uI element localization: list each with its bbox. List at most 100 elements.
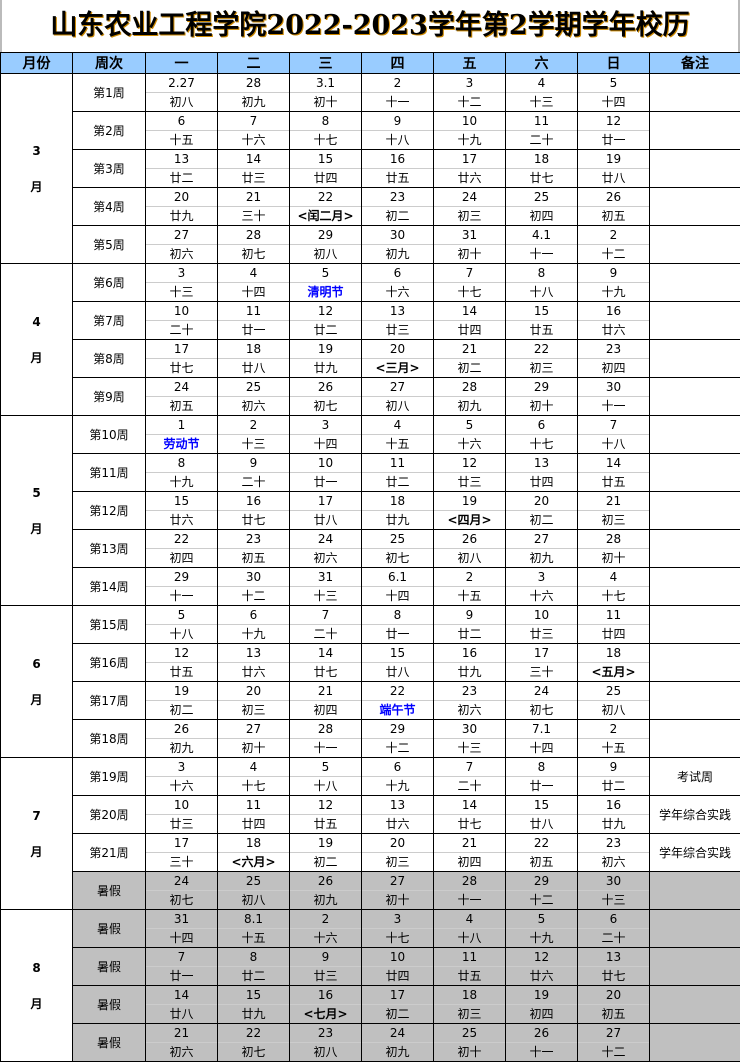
solar-date: 4 [434,910,505,929]
lunar-date: 初七 [146,891,217,909]
note-cell [650,910,740,948]
solar-date: 17 [290,492,361,511]
lunar-date: 十一 [146,587,217,605]
lunar-date: 初三 [506,359,577,377]
solar-date: 19 [146,682,217,701]
solar-date: 20 [218,682,289,701]
day-cell: 18<五月> [578,644,650,682]
lunar-date: 初六 [434,701,505,719]
note-cell [650,644,740,682]
lunar-date: 初十 [362,891,433,909]
lunar-date: 初八 [290,245,361,263]
week-label: 暑假 [73,986,146,1024]
solar-date: 3 [290,416,361,435]
solar-date: 15 [506,796,577,815]
week-label: 第4周 [73,188,146,226]
lunar-date: 十一 [578,397,649,415]
solar-date: 10 [362,948,433,967]
lunar-date: 初二 [434,359,505,377]
solar-date: 11 [578,606,649,625]
solar-date: 9 [362,112,433,131]
solar-date: 2 [362,74,433,93]
solar-date: 26 [290,378,361,397]
lunar-date: <四月> [434,511,505,529]
solar-date: 28 [218,226,289,245]
solar-date: 12 [578,112,649,131]
lunar-date: 十七 [506,435,577,453]
solar-date: 7.1 [506,720,577,739]
solar-date: 4 [218,758,289,777]
solar-date: 2 [290,910,361,929]
week-label: 第18周 [73,720,146,758]
solar-date: 23 [578,834,649,853]
lunar-date: 十六 [290,929,361,947]
solar-date: 26 [506,1024,577,1043]
solar-date: 17 [146,834,217,853]
month-suffix: 月 [1,834,72,870]
solar-date: 20 [362,834,433,853]
lunar-date: 初九 [146,739,217,757]
solar-date: 27 [362,872,433,891]
lunar-date: 初五 [146,397,217,415]
solar-date: 21 [146,1024,217,1043]
lunar-date: 廿六 [362,815,433,833]
solar-date: 21 [578,492,649,511]
lunar-date: 廿八 [578,169,649,187]
note-cell: 学年综合实践 [650,796,740,834]
solar-date: 29 [362,720,433,739]
solar-date: 27 [146,226,217,245]
lunar-date: 初八 [434,549,505,567]
lunar-date: 十六 [362,283,433,301]
lunar-date: 廿九 [362,511,433,529]
lunar-date: 初十 [290,93,361,111]
lunar-date: 初四 [506,207,577,225]
solar-date: 2 [578,226,649,245]
solar-date: 7 [290,606,361,625]
week-label: 第14周 [73,568,146,606]
lunar-date: 十七 [362,929,433,947]
solar-date: 6.1 [362,568,433,587]
lunar-date: 三十 [506,663,577,681]
lunar-date: 廿六 [434,169,505,187]
lunar-date: <七月> [290,1005,361,1023]
note-cell [650,606,740,644]
lunar-date: 初十 [434,1043,505,1061]
